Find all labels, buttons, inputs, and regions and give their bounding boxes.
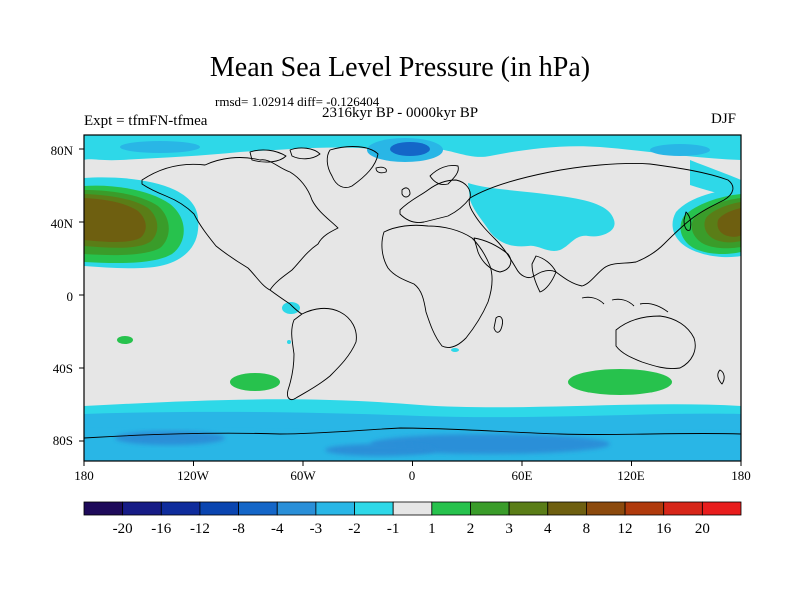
colorbar-swatch-0 bbox=[83, 501, 124, 516]
season-label: DJF bbox=[711, 111, 737, 127]
colorbar-swatch-1 bbox=[122, 501, 162, 516]
coastlines bbox=[84, 146, 741, 439]
colorbar-label-8: 1 bbox=[428, 521, 436, 537]
colorbar-swatch-13 bbox=[586, 501, 626, 516]
colorbar-swatch-16 bbox=[701, 501, 742, 516]
colorbar-swatch-9 bbox=[431, 501, 471, 516]
pressure-anomaly-contours bbox=[84, 135, 741, 461]
colorbar-label-10: 3 bbox=[505, 521, 513, 537]
colorbar-label-13: 12 bbox=[617, 521, 633, 537]
colorbar-label-15: 20 bbox=[694, 521, 710, 537]
colorbar-swatch-2 bbox=[160, 501, 201, 516]
lat-label-80s: 80S bbox=[52, 433, 73, 448]
colorbar-swatch-3 bbox=[199, 501, 239, 516]
lon-label-120w: 120W bbox=[177, 468, 209, 483]
colorbar-label-5: -3 bbox=[309, 521, 323, 537]
lon-label-180e: 180 bbox=[731, 468, 751, 483]
colorbar-label-9: 2 bbox=[466, 521, 475, 537]
colorbar-swatch-15 bbox=[663, 501, 703, 516]
rmsd-diff-stats: rmsd= 1.02914 diff= -0.126404 bbox=[215, 94, 380, 109]
colorbar-label-6: -2 bbox=[348, 521, 361, 537]
chart-title: Mean Sea Level Pressure (in hPa) bbox=[209, 52, 591, 83]
colorbar-swatch-7 bbox=[354, 501, 394, 516]
experiment-label: Expt = tfmFN-tfmea bbox=[84, 113, 208, 129]
colorbar-label-4: -4 bbox=[270, 521, 284, 537]
colorbar-swatch-4 bbox=[238, 501, 278, 516]
colorbar-swatch-5 bbox=[276, 501, 317, 516]
colorbar-label-11: 4 bbox=[544, 521, 552, 537]
lon-label-60e: 60E bbox=[511, 468, 533, 483]
colorbar-label-1: -16 bbox=[151, 521, 172, 537]
lon-label-60w: 60W bbox=[290, 468, 316, 483]
lon-label-120e: 120E bbox=[617, 468, 645, 483]
colorbar-swatch-8 bbox=[392, 501, 433, 516]
colorbar-swatch-6 bbox=[315, 501, 355, 516]
colorbar-label-3: -8 bbox=[232, 521, 245, 537]
colorbar-swatch-14 bbox=[624, 501, 665, 516]
colorbar-swatch-12 bbox=[547, 501, 587, 516]
axis-ticks bbox=[79, 148, 742, 466]
lat-label-40s: 40S bbox=[52, 361, 73, 376]
colorbar-label-0: -20 bbox=[112, 521, 133, 537]
lon-label-0: 0 bbox=[408, 468, 416, 483]
colorbar-label-2: -12 bbox=[189, 521, 210, 537]
colorbar bbox=[83, 501, 742, 516]
lat-label-40n: 40N bbox=[50, 216, 73, 231]
lat-label-0: 0 bbox=[66, 289, 74, 304]
colorbar-label-14: 16 bbox=[656, 521, 672, 537]
lat-label-80n: 80N bbox=[50, 143, 73, 158]
colorbar-swatch-11 bbox=[508, 501, 549, 516]
lon-label-180w: 180 bbox=[74, 468, 94, 483]
period-label: 2316kyr BP - 0000kyr BP bbox=[322, 105, 479, 121]
colorbar-label-7: -1 bbox=[386, 521, 400, 537]
colorbar-label-12: 8 bbox=[582, 521, 591, 537]
colorbar-swatch-10 bbox=[470, 501, 510, 516]
